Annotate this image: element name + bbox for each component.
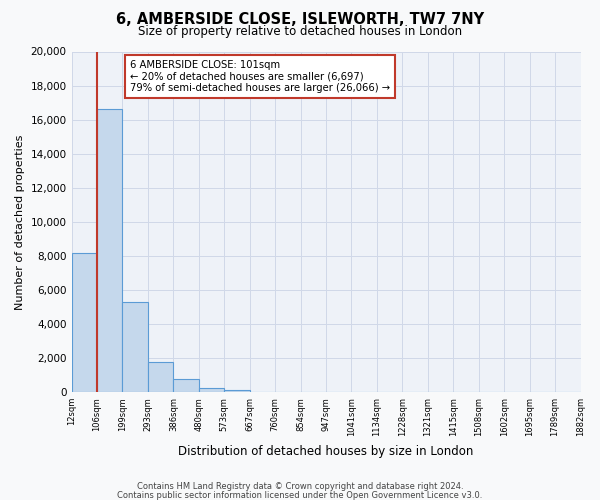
- Bar: [71, 252, 97, 392]
- Bar: [122, 302, 148, 392]
- Text: Contains HM Land Registry data © Crown copyright and database right 2024.: Contains HM Land Registry data © Crown c…: [137, 482, 463, 491]
- Text: Contains public sector information licensed under the Open Government Licence v3: Contains public sector information licen…: [118, 490, 482, 500]
- Text: 6 AMBERSIDE CLOSE: 101sqm
← 20% of detached houses are smaller (6,697)
79% of se: 6 AMBERSIDE CLOSE: 101sqm ← 20% of detac…: [130, 60, 390, 93]
- Y-axis label: Number of detached properties: Number of detached properties: [15, 134, 25, 310]
- X-axis label: Distribution of detached houses by size in London: Distribution of detached houses by size …: [178, 444, 474, 458]
- Bar: [173, 380, 199, 392]
- Bar: [148, 362, 173, 392]
- Text: 6, AMBERSIDE CLOSE, ISLEWORTH, TW7 7NY: 6, AMBERSIDE CLOSE, ISLEWORTH, TW7 7NY: [116, 12, 484, 28]
- Text: Size of property relative to detached houses in London: Size of property relative to detached ho…: [138, 25, 462, 38]
- Bar: [224, 390, 250, 392]
- Bar: [97, 110, 122, 392]
- Bar: [199, 388, 224, 392]
